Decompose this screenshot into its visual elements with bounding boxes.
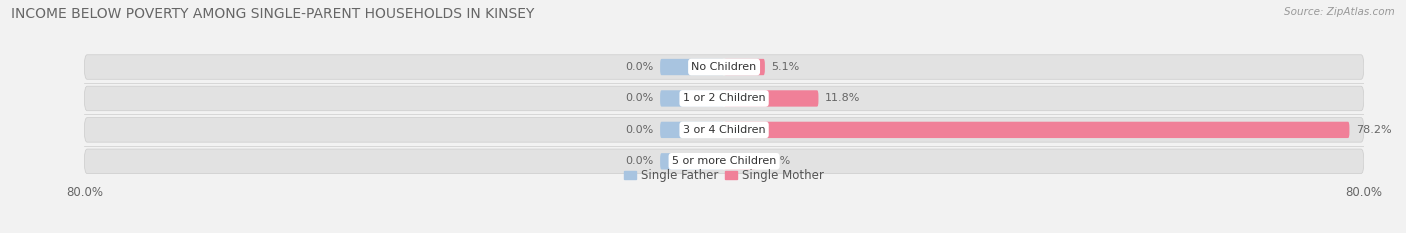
FancyBboxPatch shape (724, 90, 818, 107)
FancyBboxPatch shape (724, 153, 756, 169)
Text: 0.0%: 0.0% (626, 125, 654, 135)
Text: INCOME BELOW POVERTY AMONG SINGLE-PARENT HOUSEHOLDS IN KINSEY: INCOME BELOW POVERTY AMONG SINGLE-PARENT… (11, 7, 534, 21)
Text: 78.2%: 78.2% (1355, 125, 1392, 135)
FancyBboxPatch shape (84, 86, 1364, 111)
FancyBboxPatch shape (724, 122, 1350, 138)
Text: 0.0%: 0.0% (762, 156, 790, 166)
FancyBboxPatch shape (661, 59, 724, 75)
Text: 5.1%: 5.1% (772, 62, 800, 72)
FancyBboxPatch shape (661, 90, 724, 107)
FancyBboxPatch shape (661, 153, 724, 169)
Text: 5 or more Children: 5 or more Children (672, 156, 776, 166)
Legend: Single Father, Single Mother: Single Father, Single Mother (620, 164, 828, 187)
Text: 11.8%: 11.8% (825, 93, 860, 103)
Text: No Children: No Children (692, 62, 756, 72)
Text: 0.0%: 0.0% (626, 156, 654, 166)
FancyBboxPatch shape (724, 59, 765, 75)
FancyBboxPatch shape (661, 122, 724, 138)
Text: 0.0%: 0.0% (626, 93, 654, 103)
Text: 3 or 4 Children: 3 or 4 Children (683, 125, 765, 135)
Text: 1 or 2 Children: 1 or 2 Children (683, 93, 765, 103)
FancyBboxPatch shape (84, 149, 1364, 174)
FancyBboxPatch shape (84, 118, 1364, 142)
FancyBboxPatch shape (84, 55, 1364, 79)
Text: 0.0%: 0.0% (626, 62, 654, 72)
Text: Source: ZipAtlas.com: Source: ZipAtlas.com (1284, 7, 1395, 17)
